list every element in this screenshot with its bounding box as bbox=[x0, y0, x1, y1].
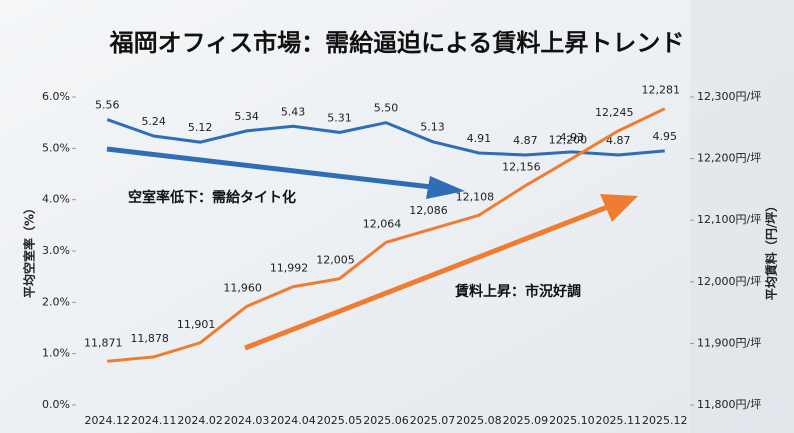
y2-tick-label: 12,000円/坪 bbox=[697, 275, 761, 288]
y2-axis-label: 平均賃料（円/坪） bbox=[764, 200, 779, 300]
x-tick-label: 2025.06 bbox=[363, 414, 409, 427]
chart-title: 福岡オフィス市場：需給逼迫による賃料上昇トレンド bbox=[109, 29, 685, 57]
value-label: 5.12 bbox=[188, 121, 213, 134]
trend-arrow bbox=[106, 146, 441, 191]
value-label: 4.93 bbox=[560, 131, 585, 144]
value-label: 12,245 bbox=[595, 106, 634, 119]
x-tick-label: 2025.10 bbox=[549, 414, 595, 427]
value-label: 4.95 bbox=[653, 130, 678, 143]
x-tick-label: 2024.11 bbox=[131, 414, 177, 427]
trend-arrow bbox=[244, 203, 611, 351]
value-label: 12,086 bbox=[409, 204, 448, 217]
x-tick-label: 2025.05 bbox=[317, 414, 363, 427]
value-label: 11,878 bbox=[130, 332, 169, 345]
y-tick-label: 4.0% bbox=[42, 193, 70, 206]
y-tick-label: 6.0% bbox=[42, 90, 70, 103]
value-label: 5.31 bbox=[327, 111, 352, 124]
y2-tick-label: 12,100円/坪 bbox=[697, 213, 761, 226]
y2-tick-label: 11,900円/坪 bbox=[697, 336, 761, 349]
value-label: 12,005 bbox=[316, 254, 355, 267]
value-label: 5.24 bbox=[141, 115, 166, 128]
y2-tick-label: 11,800円/坪 bbox=[697, 398, 761, 411]
value-label: 12,281 bbox=[642, 84, 681, 97]
y-tick-label: 0.0% bbox=[42, 398, 70, 411]
value-label: 11,901 bbox=[177, 318, 216, 331]
value-label: 4.87 bbox=[513, 134, 538, 147]
value-label: 12,200 bbox=[549, 134, 588, 147]
value-label: 11,871 bbox=[84, 336, 123, 349]
x-tick-label: 2025.08 bbox=[456, 414, 502, 427]
value-label: 12,108 bbox=[456, 190, 495, 203]
annotation: 空室率低下：需給タイト化 bbox=[128, 189, 296, 206]
y-tick-label: 3.0% bbox=[42, 244, 70, 257]
value-label: 11,960 bbox=[223, 281, 262, 294]
value-label: 5.34 bbox=[234, 110, 259, 123]
value-label: 11,992 bbox=[270, 262, 309, 275]
y-axis-label: 平均空室率（%） bbox=[22, 202, 37, 298]
value-label: 12,156 bbox=[502, 161, 541, 174]
value-label: 4.87 bbox=[606, 134, 631, 147]
arrow-head bbox=[426, 176, 465, 199]
value-label: 5.50 bbox=[374, 102, 399, 115]
building-bg bbox=[690, 0, 794, 433]
arrow-head bbox=[600, 194, 638, 222]
x-tick-label: 2024.02 bbox=[177, 414, 223, 427]
value-label: 5.56 bbox=[95, 99, 120, 112]
value-label: 5.43 bbox=[281, 105, 306, 118]
annotation: 賃料上昇：市況好調 bbox=[454, 283, 581, 300]
x-tick-label: 2025.09 bbox=[503, 414, 549, 427]
x-tick-label: 2024.04 bbox=[270, 414, 316, 427]
y2-tick-label: 12,300円/坪 bbox=[697, 90, 761, 103]
y2-tick-label: 12,200円/坪 bbox=[697, 152, 761, 165]
x-tick-label: 2024.03 bbox=[224, 414, 270, 427]
x-tick-label: 2024.12 bbox=[84, 414, 130, 427]
y-tick-label: 1.0% bbox=[42, 347, 70, 360]
value-label: 4.91 bbox=[467, 132, 492, 145]
y-tick-label: 2.0% bbox=[42, 295, 70, 308]
y-tick-label: 5.0% bbox=[42, 141, 70, 154]
value-label: 12,064 bbox=[363, 217, 402, 230]
x-tick-label: 2025.12 bbox=[642, 414, 688, 427]
line bbox=[107, 107, 666, 363]
x-tick-label: 2025.11 bbox=[596, 414, 642, 427]
line bbox=[106, 118, 665, 157]
x-tick-label: 2025.07 bbox=[410, 414, 456, 427]
value-label: 5.13 bbox=[420, 121, 445, 134]
